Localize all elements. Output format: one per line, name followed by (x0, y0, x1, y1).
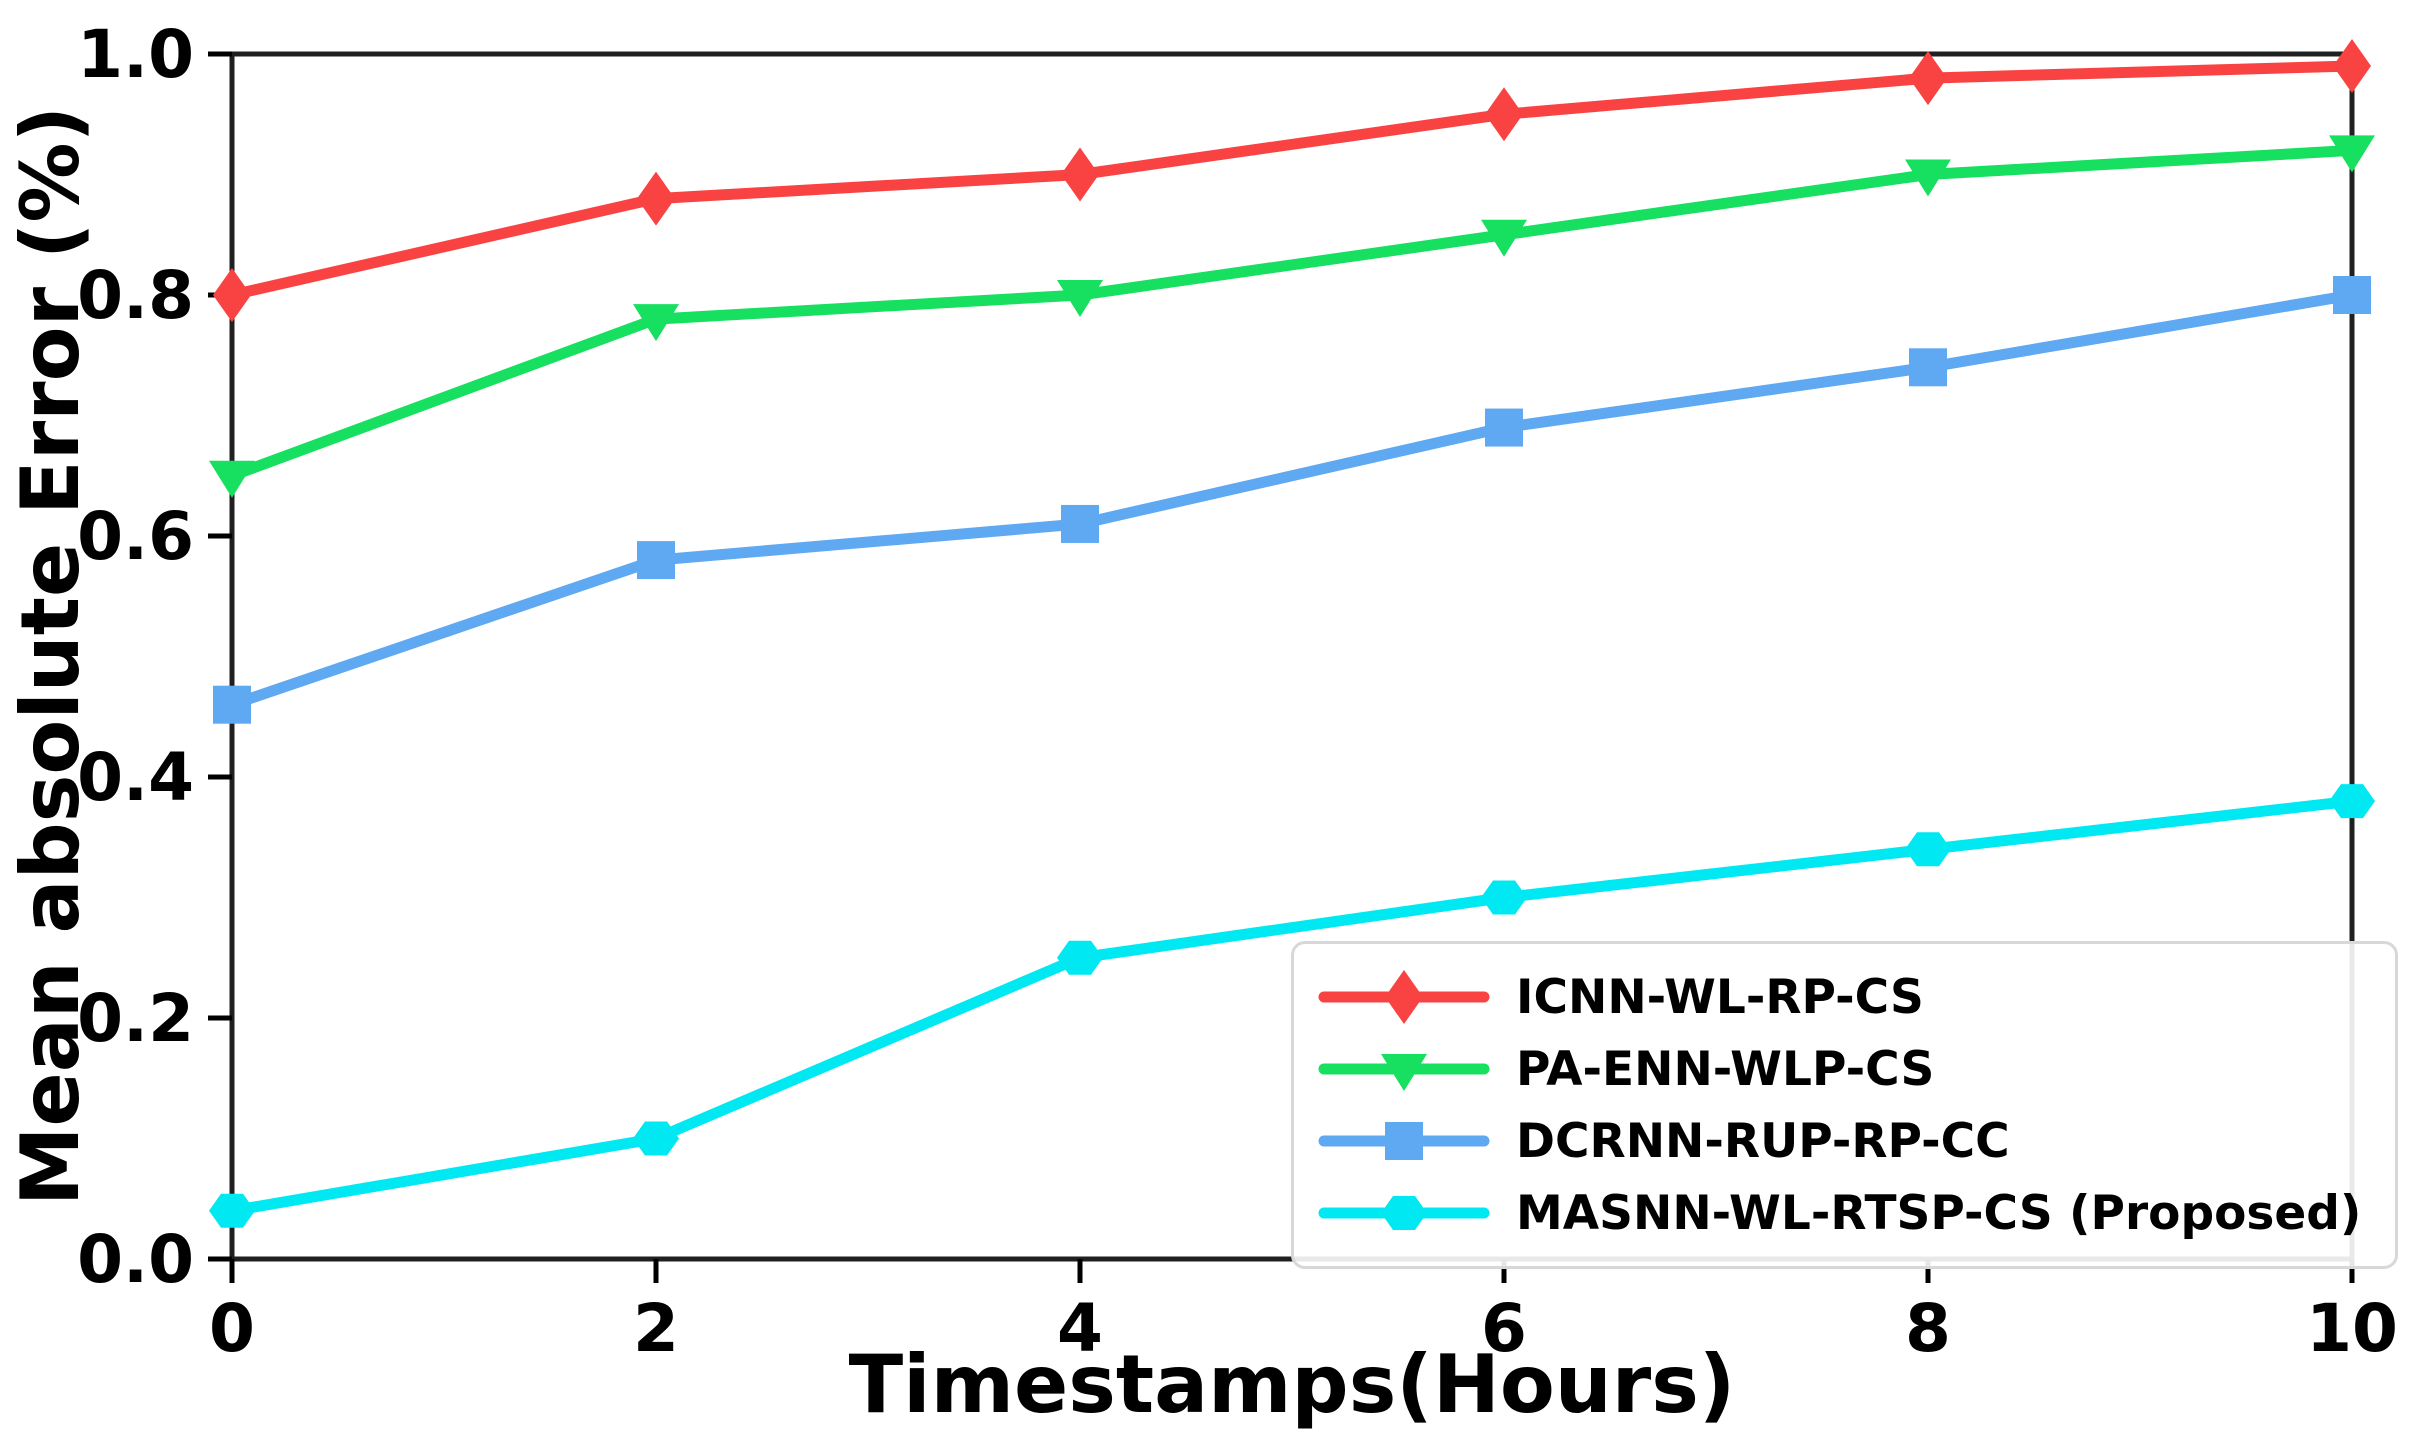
x-tick-label: 8 (1905, 1290, 1951, 1367)
hexagon-marker (633, 1121, 679, 1156)
x-tick-label: 6 (1481, 1290, 1527, 1367)
legend: ICNN-WL-RP-CS PA-ENN-WLP-CS DCRNN-RUP-RP-C… (1291, 941, 2399, 1269)
square-marker (637, 541, 675, 580)
hexagon-marker (1057, 940, 1103, 975)
legend-label: ICNN-WL-RP-CS (1516, 969, 1924, 1025)
series-pa-enn-wlp-cs (209, 135, 2375, 498)
legend-entry: DCRNN-RUP-RP-CC (1318, 1112, 2361, 1170)
ticks-layer: 0.0 0.2 0.4 0.6 0.8 1.0 0 2 4 6 8 10 (77, 16, 2398, 1367)
series-layer (209, 39, 2375, 1228)
square-marker (1385, 1122, 1423, 1160)
x-tick-label: 2 (633, 1290, 679, 1367)
diamond-marker (1909, 51, 1947, 106)
square-marker (1909, 348, 1947, 387)
diamond-marker (1385, 970, 1423, 1024)
diamond-marker (637, 171, 675, 226)
legend-entry: PA-ENN-WLP-CS (1318, 1040, 2361, 1098)
legend-sample-diamond (1318, 970, 1490, 1024)
series-line (226, 289, 2358, 711)
legend-label: MASNN-WL-RTSP-CS (Proposed) (1516, 1185, 2362, 1241)
y-tick-label: 0.8 (77, 257, 194, 334)
diamond-marker (1061, 147, 1099, 202)
legend-label: PA-ENN-WLP-CS (1516, 1041, 1935, 1097)
y-tick-label: 0.0 (77, 1221, 194, 1298)
triangle-down-marker (209, 460, 255, 498)
diamond-marker (213, 268, 251, 322)
square-marker (1485, 408, 1523, 447)
hexagon-marker (2329, 784, 2375, 819)
hexagon-marker (1481, 880, 1527, 915)
hexagon-marker (1905, 832, 1951, 867)
y-tick-label: 0.2 (77, 980, 194, 1057)
series-line (226, 60, 2358, 301)
legend-entry: ICNN-WL-RP-CS (1318, 968, 2361, 1026)
series-line (226, 795, 2358, 1217)
series-icnn-wl-rp-cs (213, 39, 2371, 322)
series-masnn-wl-rtsp-cs-proposed- (209, 784, 2375, 1228)
triangle-down-marker (1381, 1054, 1427, 1091)
x-tick-label: 10 (2306, 1290, 2398, 1367)
hexagon-marker (1381, 1196, 1427, 1230)
diamond-marker (2333, 39, 2371, 94)
y-axis-title: Mean absolute Error (%) (4, 106, 97, 1206)
legend-entry: MASNN-WL-RTSP-CS (Proposed) (1318, 1184, 2361, 1242)
legend-sample-triangle-down (1318, 1054, 1490, 1091)
triangle-down-marker (2329, 135, 2375, 173)
square-marker (1061, 504, 1099, 543)
legend-sample-hexagon (1318, 1196, 1490, 1230)
y-tick-label: 1.0 (77, 16, 194, 93)
square-marker (213, 685, 251, 724)
series-dcrnn-rup-rp-cc (213, 276, 2371, 724)
y-tick-label: 0.4 (77, 739, 194, 816)
legend-sample-square (1318, 1122, 1490, 1160)
triangle-down-marker (1481, 219, 1527, 257)
triangle-down-marker (1057, 280, 1103, 317)
triangle-down-marker (1905, 159, 1951, 197)
hexagon-marker (209, 1193, 255, 1228)
x-tick-label: 4 (1057, 1290, 1103, 1367)
diamond-marker (1485, 87, 1523, 142)
x-tick-label: 0 (209, 1290, 255, 1367)
triangle-down-marker (633, 304, 679, 342)
legend-label: DCRNN-RUP-RP-CC (1516, 1113, 2010, 1169)
x-axis-title: Timestamps(Hours) (849, 1338, 1736, 1431)
square-marker (2333, 276, 2371, 314)
y-tick-label: 0.6 (77, 498, 194, 575)
series-line (226, 144, 2358, 482)
